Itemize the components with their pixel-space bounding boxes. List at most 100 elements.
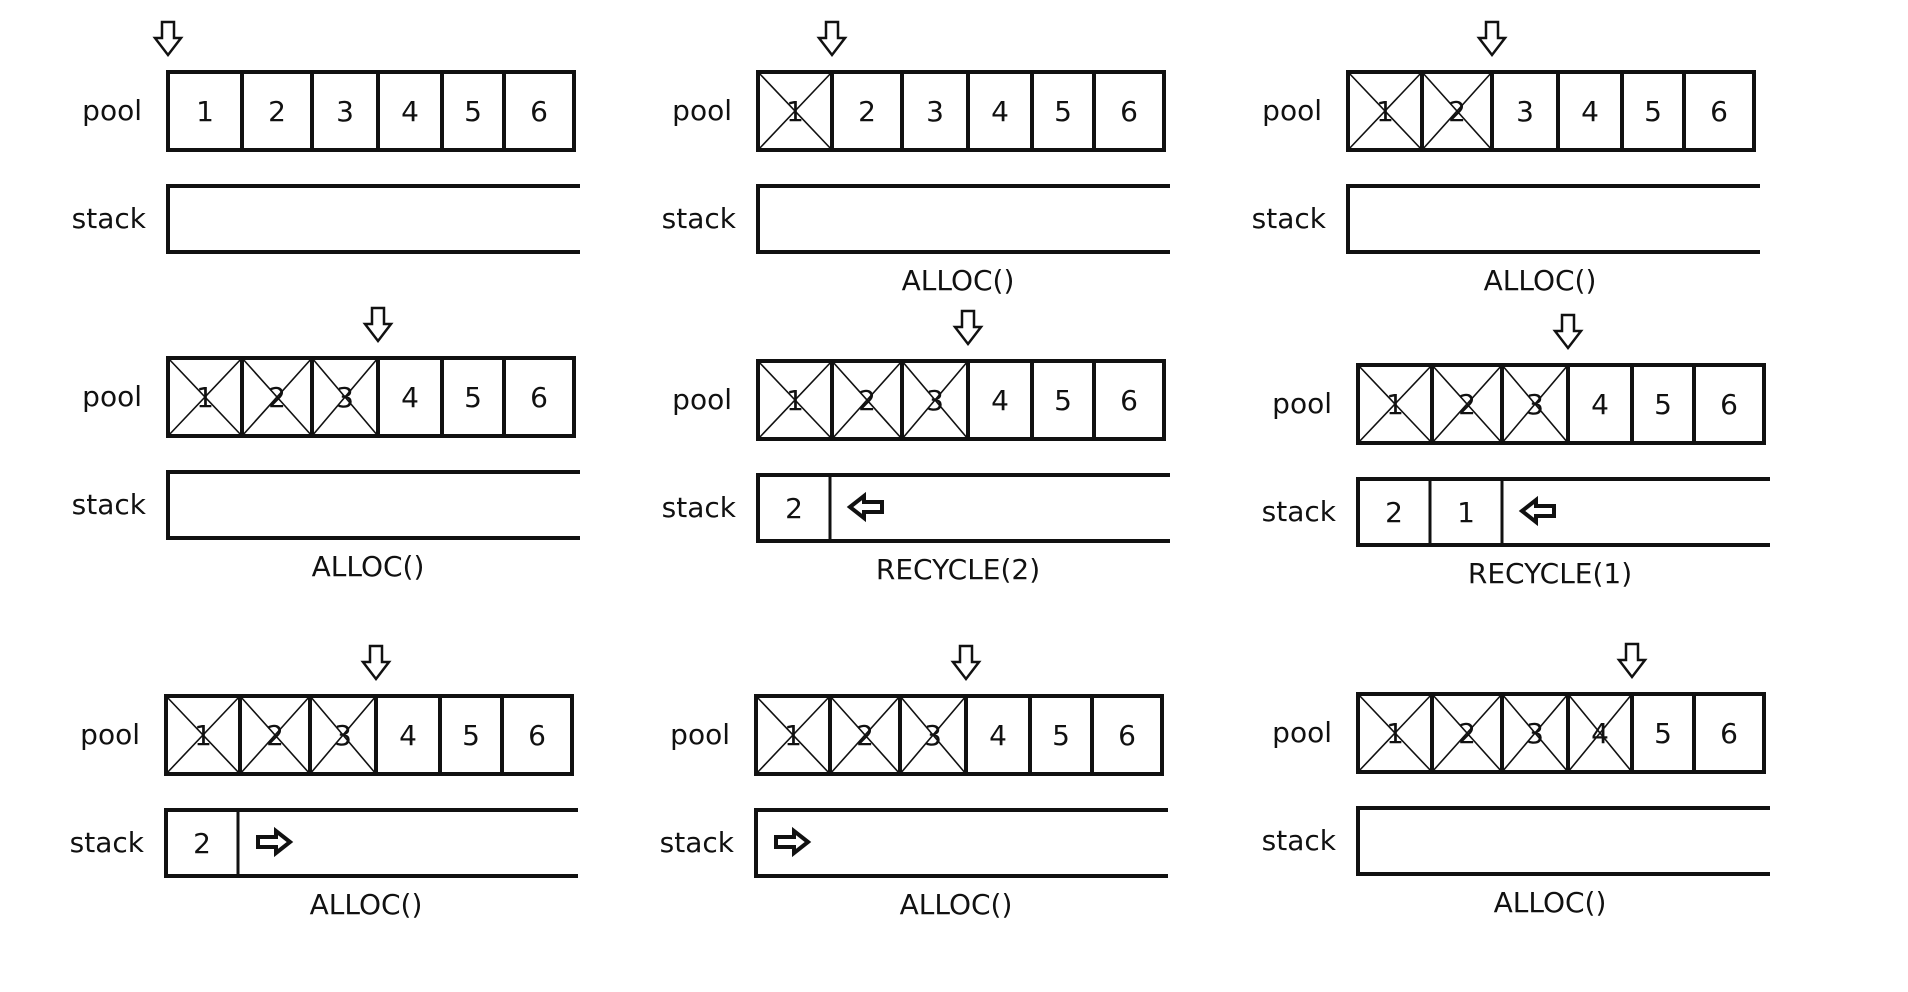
pool-cell-value: 5 bbox=[464, 381, 482, 414]
pool-cell: 5 bbox=[1630, 692, 1696, 774]
pool-cell-box bbox=[502, 70, 576, 152]
pool-cell: 3 bbox=[898, 694, 968, 776]
pool-cell: 5 bbox=[1630, 363, 1696, 445]
pool-cell-box bbox=[240, 70, 314, 152]
pool-cell: 2 bbox=[830, 359, 904, 441]
pool-cell: 4 bbox=[376, 70, 444, 152]
pool-cell: 4 bbox=[1566, 363, 1634, 445]
stack bbox=[1356, 806, 1770, 876]
pool-cell-box bbox=[166, 70, 244, 152]
stack-cell-value: 1 bbox=[1457, 496, 1475, 529]
stack-outline bbox=[1356, 477, 1770, 547]
pool-cell: 1 bbox=[166, 70, 244, 152]
stack-outline bbox=[754, 808, 1168, 878]
pool-cell: 1 bbox=[754, 694, 832, 776]
pool-cell: 2 bbox=[240, 70, 314, 152]
pool-cell-box bbox=[310, 70, 380, 152]
pool-cell-value: 4 bbox=[991, 95, 1009, 128]
stack: 2 bbox=[164, 808, 578, 878]
pool-cell-value: 5 bbox=[1644, 95, 1662, 128]
cross-line bbox=[757, 71, 833, 151]
pool-cell-value: 6 bbox=[1120, 95, 1138, 128]
pool-cell-box bbox=[1692, 692, 1766, 774]
pool-cell: 3 bbox=[310, 70, 380, 152]
pool-cell-value: 6 bbox=[1720, 388, 1738, 421]
pool-label: pool bbox=[1272, 716, 1332, 749]
stack bbox=[166, 184, 580, 254]
pool-cell-box bbox=[440, 70, 506, 152]
pool-cell: 5 bbox=[440, 356, 506, 438]
pool-cell-value: 2 bbox=[268, 95, 286, 128]
panel-7: poolstack1234562ALLOC() bbox=[70, 644, 578, 921]
pool-cell: 6 bbox=[1692, 692, 1766, 774]
pool-cell: 6 bbox=[502, 356, 576, 438]
pool-cell-value: 6 bbox=[1118, 719, 1136, 752]
pool-cell-value: 4 bbox=[1581, 95, 1599, 128]
pool-cell-value: 3 bbox=[926, 95, 944, 128]
pool-cell-value: 5 bbox=[1052, 719, 1070, 752]
down-arrow-icon bbox=[360, 644, 392, 682]
pool-label: pool bbox=[1272, 387, 1332, 420]
pool-cell: 1 bbox=[1346, 70, 1424, 152]
pool-cell: 5 bbox=[1028, 694, 1094, 776]
pool-cell-box bbox=[1556, 70, 1624, 152]
stack-cell-value: 2 bbox=[1385, 496, 1403, 529]
pool-cell-box bbox=[1092, 70, 1166, 152]
cross-line bbox=[1431, 364, 1503, 444]
pool-cell-value: 3 bbox=[1516, 95, 1534, 128]
left-arrow-icon bbox=[1518, 495, 1556, 527]
pool-cell: 2 bbox=[238, 694, 312, 776]
cross-line bbox=[829, 695, 901, 775]
pool-cell: 3 bbox=[310, 356, 380, 438]
pool-cell: 3 bbox=[900, 359, 970, 441]
pool-cell: 5 bbox=[1030, 359, 1096, 441]
stack-label: stack bbox=[662, 491, 737, 524]
pool-cell: 3 bbox=[1490, 70, 1560, 152]
stack bbox=[756, 184, 1170, 254]
pool-cell-box bbox=[1682, 70, 1756, 152]
step-caption: ALLOC() bbox=[312, 550, 425, 583]
cross-line bbox=[1357, 364, 1433, 444]
pool-label: pool bbox=[670, 718, 730, 751]
stack bbox=[754, 808, 1168, 878]
pool-cell: 1 bbox=[1356, 692, 1434, 774]
cross-line bbox=[165, 695, 241, 775]
pool-cell-value: 5 bbox=[1054, 384, 1072, 417]
panel-6: poolstack12345621RECYCLE(1) bbox=[1262, 313, 1770, 590]
pool-cell: 4 bbox=[966, 359, 1034, 441]
pool-cell-value: 4 bbox=[1591, 388, 1609, 421]
pool-cell: 4 bbox=[376, 356, 444, 438]
pool-cell: 4 bbox=[374, 694, 442, 776]
pool-cell: 4 bbox=[1556, 70, 1624, 152]
down-arrow-icon bbox=[1476, 20, 1508, 58]
pool-cell: 4 bbox=[1566, 692, 1634, 774]
pool-cell-value: 4 bbox=[401, 381, 419, 414]
pool-cell-value: 1 bbox=[196, 95, 214, 128]
panel-1: pool stack 1 2 3 4 5 6 bbox=[72, 20, 580, 254]
pool-cell: 3 bbox=[1500, 692, 1570, 774]
pool-cell-box bbox=[374, 694, 442, 776]
down-arrow-icon bbox=[952, 309, 984, 347]
pool-cell-box bbox=[1092, 359, 1166, 441]
pool-cell-value: 3 bbox=[336, 95, 354, 128]
pool-cell: 5 bbox=[1620, 70, 1686, 152]
panel-3: pool stack 123 4 5 6 ALLOC() bbox=[1252, 20, 1760, 297]
pool-cell: 6 bbox=[500, 694, 574, 776]
down-arrow-icon bbox=[1552, 313, 1584, 351]
pool-cell-box bbox=[1692, 363, 1766, 445]
stack-label: stack bbox=[662, 202, 737, 235]
right-arrow-icon bbox=[774, 826, 812, 858]
stack-outline bbox=[756, 473, 1170, 543]
pool-cell: 2 bbox=[828, 694, 902, 776]
cross-line bbox=[167, 357, 243, 437]
down-arrow-icon bbox=[152, 20, 184, 58]
cross-line bbox=[899, 695, 967, 775]
pool-cell-box bbox=[1490, 70, 1560, 152]
stack-cell-value: 2 bbox=[785, 492, 803, 525]
stack-label: stack bbox=[1262, 495, 1337, 528]
cross-line bbox=[239, 695, 311, 775]
down-arrow-icon bbox=[362, 306, 394, 344]
